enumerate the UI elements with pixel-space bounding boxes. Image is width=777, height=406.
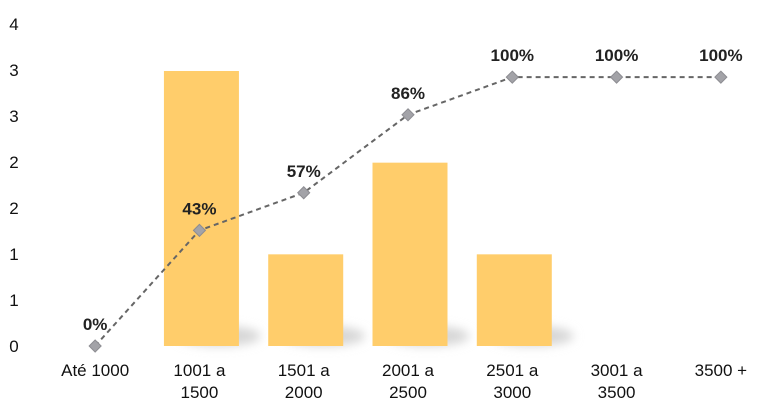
line-marker: [505, 70, 519, 84]
y-tick-label: 1: [9, 291, 18, 310]
x-tick-label: 2501 a: [486, 361, 539, 380]
x-tick-label: 1500: [181, 383, 219, 402]
y-tick-label: 1: [9, 245, 18, 264]
x-tick-label: 2000: [285, 383, 323, 402]
cumulative-line-series: [88, 70, 728, 353]
bar: [268, 254, 344, 346]
data-label: 100%: [595, 46, 638, 65]
line-marker: [401, 108, 415, 122]
y-tick-label: 2: [9, 199, 18, 218]
x-axis-ticks: Até 1000 1001 a 1500 1501 a 2000 2001 a 2500 25…: [61, 361, 747, 402]
x-tick-label: 3000: [493, 383, 531, 402]
bar: [476, 254, 552, 346]
data-label: 0%: [83, 315, 108, 334]
x-tick-label: 3500: [598, 383, 636, 402]
x-tick-label: Até 1000: [61, 361, 129, 380]
x-tick-label: 3500 +: [695, 361, 748, 380]
x-tick-label: 2500: [389, 383, 427, 402]
bar: [163, 71, 239, 346]
x-tick-label: 1001 a: [173, 361, 226, 380]
x-tick-label: 1501 a: [278, 361, 331, 380]
y-tick-label: 3: [9, 61, 18, 80]
line-marker: [609, 70, 624, 84]
bar-series: [163, 71, 552, 346]
y-tick-label: 3: [9, 107, 18, 126]
line-marker: [192, 223, 207, 238]
data-label: 100%: [491, 46, 534, 65]
data-label: 100%: [699, 46, 742, 65]
line-marker: [88, 339, 102, 353]
data-label: 57%: [287, 162, 321, 181]
data-label: 86%: [391, 84, 425, 103]
x-tick-label: 3001 a: [591, 361, 644, 380]
y-axis-ticks: 0 1 1 2 2 3 3 4: [9, 15, 18, 356]
line-marker: [714, 70, 728, 84]
data-labels: 0% 43% 57% 86% 100% 100% 100%: [83, 46, 743, 334]
data-label: 43%: [182, 199, 216, 218]
x-tick-label: 2001 a: [382, 361, 435, 380]
line-marker: [297, 186, 311, 200]
y-tick-label: 0: [9, 337, 18, 356]
bar: [372, 162, 448, 346]
y-tick-label: 4: [9, 15, 18, 34]
y-tick-label: 2: [9, 153, 18, 172]
